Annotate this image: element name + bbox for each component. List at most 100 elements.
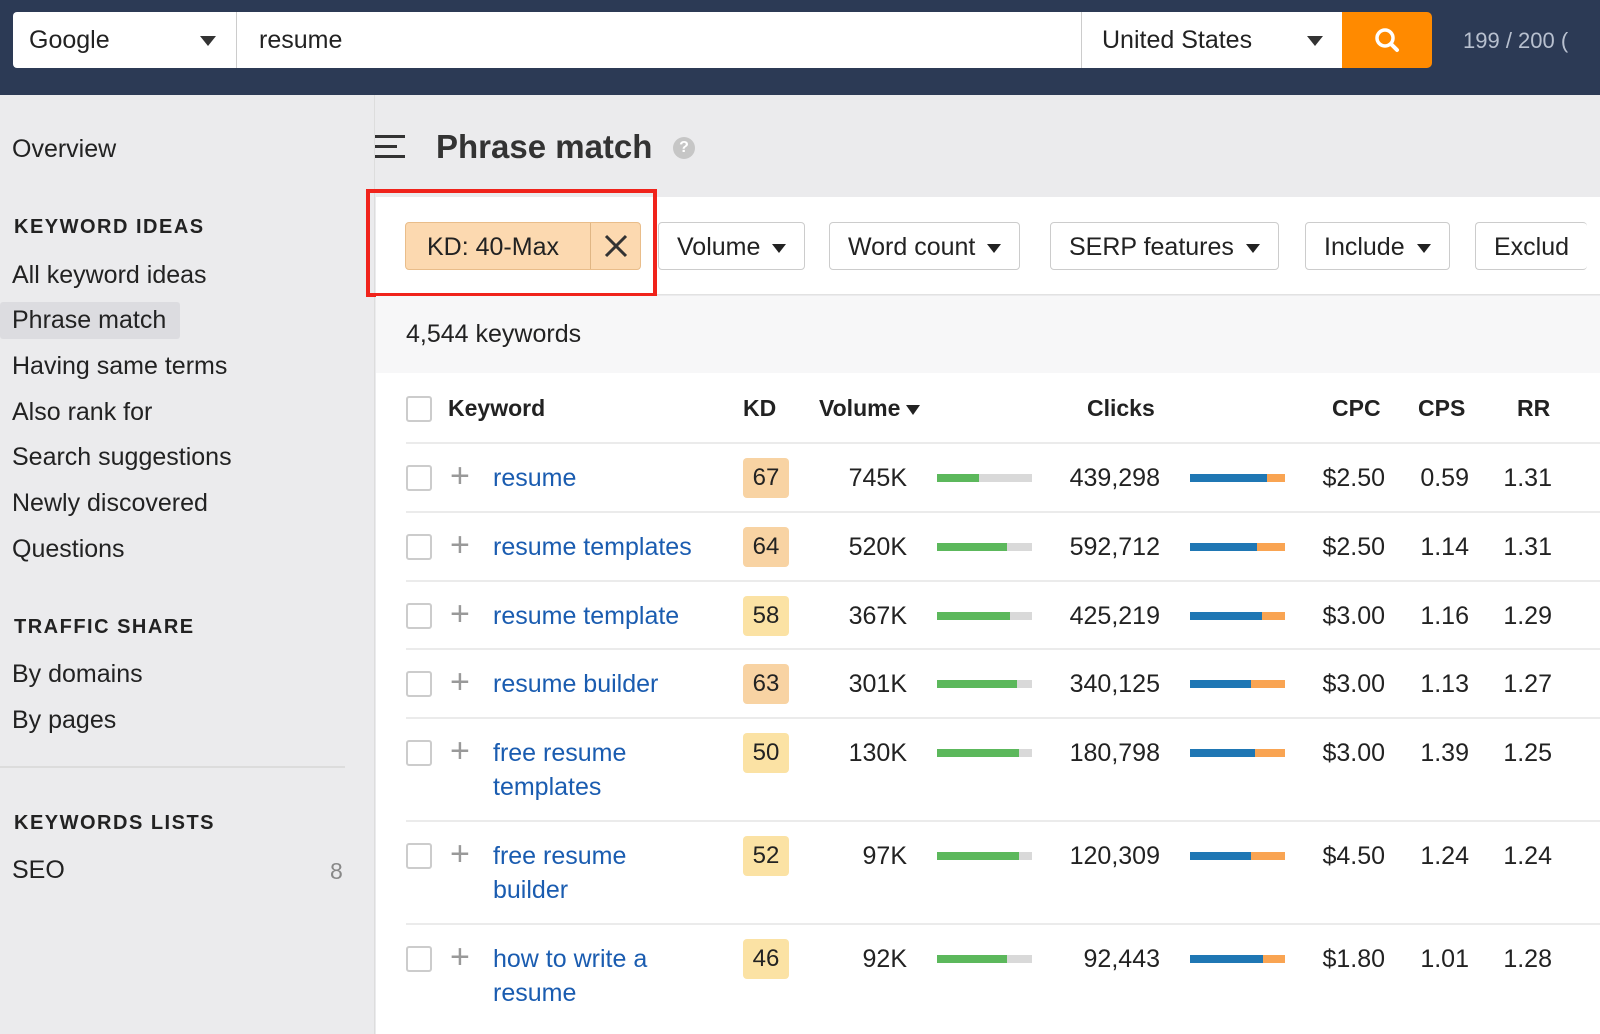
query-value: resume [259, 26, 343, 54]
col-clicks[interactable]: Clicks [1087, 395, 1155, 421]
search-icon [1375, 28, 1399, 52]
table-row [406, 820, 1600, 822]
menu-icon[interactable] [375, 134, 407, 160]
sidebar-item-phrase-match[interactable]: Phrase match [0, 302, 181, 339]
keyword-link[interactable]: free resume templates [493, 736, 723, 804]
row-checkbox[interactable] [406, 671, 432, 697]
sidebar-item-newly-discovered[interactable]: Newly discovered [12, 489, 208, 517]
clicks-bar [1190, 474, 1285, 482]
table-row [406, 923, 1600, 925]
keyword-link[interactable]: resume templates [493, 530, 723, 564]
col-rr[interactable]: RR [1517, 395, 1551, 421]
row-checkbox[interactable] [406, 946, 432, 972]
clicks-bar-organic [1190, 680, 1251, 688]
select-all-checkbox[interactable] [406, 396, 432, 422]
sidebar-item-also-rank-for[interactable]: Also rank for [12, 398, 153, 426]
keyword-link[interactable]: free resume builder [493, 839, 723, 907]
col-kd[interactable]: KD [743, 395, 777, 421]
sidebar-item-search-suggestions[interactable]: Search suggestions [12, 443, 232, 471]
volume-value: 301K [848, 670, 907, 698]
label: Exclud [1494, 233, 1570, 261]
add-to-list-icon[interactable]: + [450, 457, 470, 495]
clicks-bar [1190, 543, 1285, 551]
keyword-line: resume [493, 979, 577, 1007]
rr-value: 1.31 [1503, 533, 1552, 561]
volume-bar [937, 852, 1032, 860]
keyword-count: 4,544 keywords [376, 296, 1600, 373]
serp-features-filter[interactable]: SERP features [1050, 222, 1279, 270]
add-to-list-icon[interactable]: + [450, 835, 470, 873]
volume-bar [937, 612, 1032, 620]
volume-bar [937, 543, 1032, 551]
clicks-bar [1190, 749, 1285, 757]
sidebar-item-by-pages[interactable]: By pages [12, 706, 117, 734]
clicks-value: 120,309 [1069, 842, 1160, 870]
clicks-bar-organic [1190, 955, 1264, 963]
keyword-link[interactable]: resume builder [493, 667, 723, 701]
row-checkbox[interactable] [406, 603, 432, 629]
volume-filter[interactable]: Volume [658, 222, 806, 270]
sidebar-item-by-domains[interactable]: By domains [12, 660, 143, 688]
col-cps[interactable]: CPS [1418, 395, 1466, 421]
sidebar-item-questions[interactable]: Questions [12, 535, 125, 563]
add-to-list-icon[interactable]: + [450, 526, 470, 564]
clicks-bar-organic [1190, 543, 1257, 551]
table-row [406, 442, 1600, 444]
clicks-value: 439,298 [1069, 464, 1160, 492]
chevron-down-icon [1416, 243, 1431, 253]
divider [0, 766, 345, 768]
keyword-link[interactable]: how to write a resume [493, 942, 723, 1010]
cps-value: 0.59 [1420, 464, 1469, 492]
row-checkbox[interactable] [406, 740, 432, 766]
clicks-bar-organic [1190, 612, 1263, 620]
add-to-list-icon[interactable]: + [450, 663, 470, 701]
row-checkbox[interactable] [406, 465, 432, 491]
kd-badge: 64 [743, 527, 789, 567]
cpc-value: $3.00 [1322, 739, 1385, 767]
row-checkbox[interactable] [406, 534, 432, 560]
keyword-link[interactable]: resume [493, 461, 723, 495]
volume-bar-fill [937, 612, 1011, 620]
clicks-value: 92,443 [1083, 945, 1160, 973]
rr-value: 1.24 [1503, 842, 1552, 870]
search-engine-select[interactable]: Google [13, 12, 237, 68]
col-volume[interactable]: Volume [819, 395, 921, 422]
exclude-filter[interactable]: Exclud [1475, 222, 1588, 270]
col-cpc[interactable]: CPC [1332, 395, 1381, 421]
sidebar-item-all-keyword-ideas[interactable]: All keyword ideas [12, 261, 207, 289]
section-heading: KEYWORDS LISTS [14, 812, 216, 834]
rr-value: 1.25 [1503, 739, 1552, 767]
top-search-bar: Google resume United States 199 / 200 ( [0, 0, 1600, 95]
clicks-value: 180,798 [1069, 739, 1160, 767]
close-icon[interactable] [604, 234, 628, 258]
cps-value: 1.39 [1420, 739, 1469, 767]
credits-counter: 199 / 200 ( [1463, 28, 1569, 53]
cps-value: 1.16 [1420, 602, 1469, 630]
table-row [406, 648, 1600, 650]
add-to-list-icon[interactable]: + [450, 938, 470, 976]
country-select[interactable]: United States [1082, 12, 1342, 68]
rr-value: 1.29 [1503, 602, 1552, 630]
table-row [406, 717, 1600, 719]
keyword-line: templates [493, 773, 602, 801]
sidebar-item-having-same-terms[interactable]: Having same terms [12, 352, 228, 380]
kd-filter-chip[interactable]: KD: 40-Max [405, 222, 641, 270]
add-to-list-icon[interactable]: + [450, 732, 470, 770]
col-keyword[interactable]: Keyword [448, 395, 546, 421]
page-title: Phrase match [436, 128, 653, 165]
keyword-link[interactable]: resume template [493, 599, 723, 633]
help-icon[interactable]: ? [673, 137, 695, 159]
add-to-list-icon[interactable]: + [450, 595, 470, 633]
clicks-bar [1190, 680, 1285, 688]
divider [590, 223, 591, 269]
keyword-input[interactable]: resume [237, 12, 1082, 68]
volume-value: 367K [848, 602, 907, 630]
word-count-filter[interactable]: Word count [829, 222, 1021, 270]
sidebar-item-overview[interactable]: Overview [12, 135, 117, 163]
row-checkbox[interactable] [406, 843, 432, 869]
sidebar-item-seo-list[interactable]: SEO [12, 856, 65, 884]
keyword-line: free resume [493, 739, 627, 767]
search-button[interactable] [1342, 12, 1432, 68]
include-filter[interactable]: Include [1305, 222, 1450, 270]
volume-bar-fill [937, 474, 979, 482]
